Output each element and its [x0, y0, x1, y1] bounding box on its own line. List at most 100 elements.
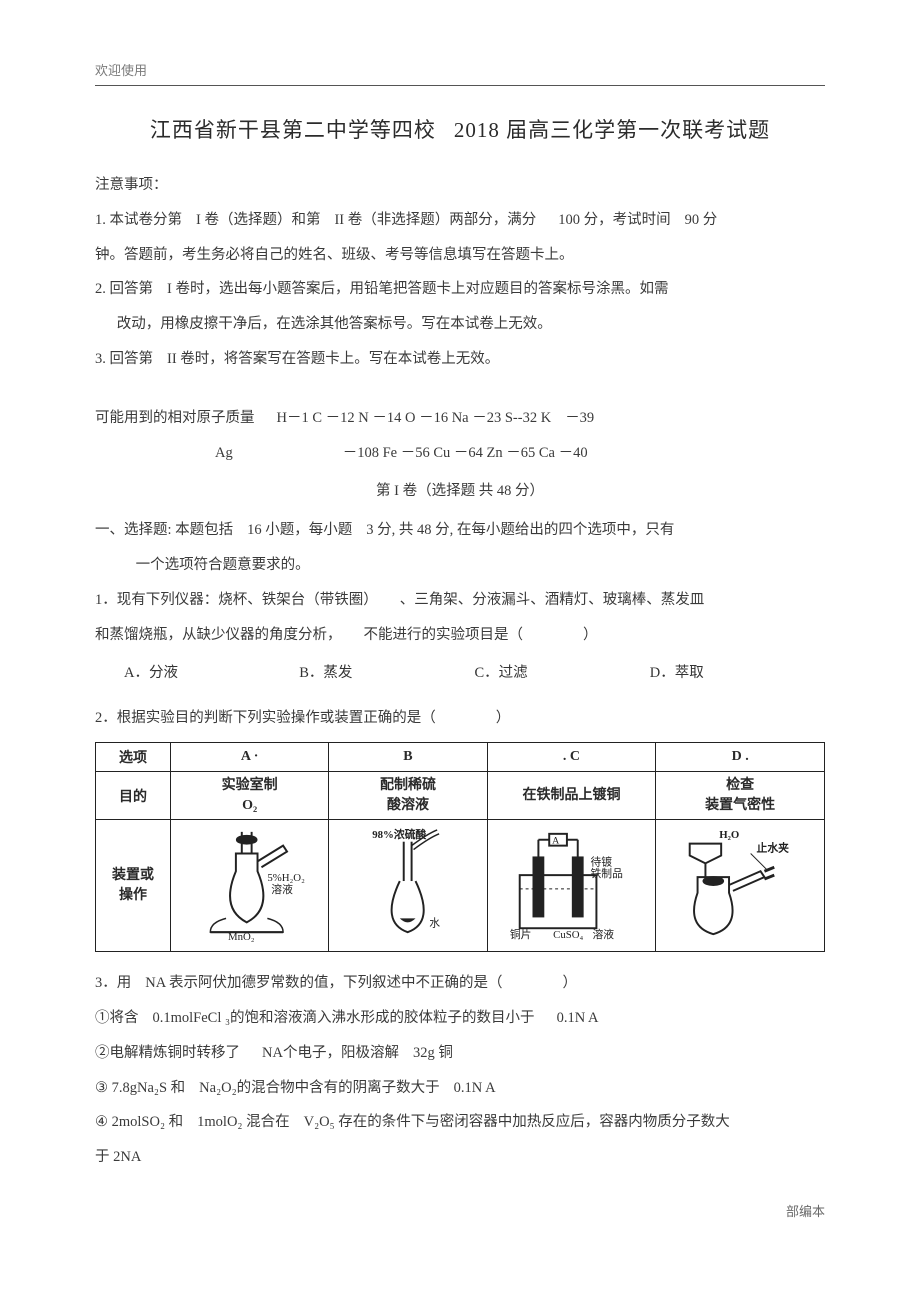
t: 100 分，考试时间 [558, 212, 670, 228]
t: H－1 C －12 N －14 O －16 Na －23 S--32 K [277, 410, 552, 426]
t: 可能用到的相对原子质量 [95, 410, 255, 426]
flask-distillation-icon: 5%H₂O₂ 溶液 MnO₂ [177, 824, 322, 942]
cell-purpose-c: 在铁制品上镀铜 [487, 771, 656, 819]
notice-1b: 钟。答题前，考生务必将自己的姓名、班级、考号等信息填写在答题卡上。 [95, 238, 825, 273]
q2-stem: 2．根据实验目的判断下列实验操作或装置正确的是（ ） [95, 701, 825, 736]
t: 装置或 [112, 868, 154, 883]
t: 装置气密性 [705, 798, 775, 813]
t: 铁制品 [590, 867, 622, 880]
t: NA个电子，阳极溶解 [262, 1045, 399, 1061]
cell-col-a: A · [171, 742, 329, 771]
atomic-mass-2: Ag －108 Fe －56 Cu －64 Zn －65 Ca －40 [95, 436, 825, 471]
t: 90 分 [685, 212, 718, 228]
t: 0.1N A [557, 1010, 599, 1026]
t: O₂ [242, 798, 257, 813]
t: －108 Fe －56 Cu －64 Zn －65 Ca －40 [343, 445, 588, 461]
t: CuSO₄ [553, 929, 583, 941]
t: II 卷时，将答案写在答题卡上。写在本试卷上无效。 [167, 351, 499, 367]
t: －39 [565, 410, 594, 426]
t: Na₂O₂的混合物中含有的阴离子数大于 [199, 1080, 440, 1096]
airtightness-check-icon: H₂O 止水夹 [662, 824, 818, 942]
q1-options: A．分液 B．蒸发 C．过滤 D．萃取 [95, 656, 825, 691]
t: 止水夹 [757, 841, 790, 855]
t: ） [563, 975, 578, 991]
notice-3: 3. 回答第 II 卷时，将答案写在答题卡上。写在本试卷上无效。 [95, 342, 825, 377]
notice-2b: 改动，用橡皮擦干净后，在选涂其他答案标号。写在本试卷上无效。 [95, 307, 825, 342]
footer-label: 部编本 [95, 1201, 825, 1220]
t: 配制稀硫 [380, 778, 436, 793]
q3-item4b: 于 2NA [95, 1140, 825, 1175]
cell-col-b: B [329, 742, 487, 771]
cell-col-d: D . [656, 742, 825, 771]
t: 3．用 [95, 975, 131, 991]
t: Ag [215, 445, 233, 461]
cell-purpose-label: 目的 [96, 771, 171, 819]
atomic-mass-1: 可能用到的相对原子质量 H－1 C －12 N －14 O －16 Na －23 … [95, 401, 825, 436]
t: A [241, 749, 250, 764]
t: 1molO₂ 混合在 [197, 1114, 289, 1130]
t: 、三角架、分液漏斗、酒精灯、玻璃棒、蒸发皿 [400, 592, 705, 608]
q1-opt-a: A．分液 [95, 656, 299, 691]
t: 2．根据实验目的判断下列实验操作或装置正确的是（ [95, 710, 436, 726]
t: 水 [430, 916, 441, 929]
choice-intro: 一、选择题: 本题包括16 小题，每小题3 分, 共 48 分, 在每小题给出的… [95, 513, 825, 548]
q1-opt-d: D．萃取 [650, 656, 825, 691]
t: 铜片 [510, 928, 532, 941]
t: ） [583, 627, 598, 643]
t: NA 表示阿伏加德罗常数的值，下列叙述中不正确的是（ [145, 975, 502, 991]
t: 检查 [726, 778, 754, 793]
section-1-label: 第 I 卷（选择题 共 48 分） [95, 474, 825, 509]
volumetric-flask-icon: 98%浓硫酸 水 [335, 824, 480, 942]
cell-col-c: . C [487, 742, 656, 771]
q3-item4: ④ 2molSO₂ 和1molO₂ 混合在V₂O₅ 存在的条件下与密闭容器中加热… [95, 1105, 825, 1140]
t: ①将含 [95, 1010, 139, 1026]
t: ） [496, 710, 511, 726]
q3-item3: ③ 7.8gNa₂S 和 Na₂O₂的混合物中含有的阴离子数大于 0.1N A [95, 1071, 825, 1106]
t: 0.1N A [454, 1080, 496, 1096]
cell-opt-label: 选项 [96, 742, 171, 771]
t: 不能进行的实验项目是（ [364, 627, 524, 643]
experiment-table: 选项 A · B . C D . 目的 实验室制 O₂ 配制稀硫酸溶液 在铁制品上… [95, 742, 825, 952]
diagram-a: 5%H₂O₂ 溶液 MnO₂ [171, 820, 329, 952]
t: II 卷（非选择题）两部分，满分 [334, 212, 536, 228]
t: MnO₂ [228, 931, 255, 942]
t: 16 小题，每小题 [247, 522, 352, 538]
t: 1. 本试卷分第 [95, 212, 182, 228]
title-left: 江西省新干县第二中学等四校 [150, 118, 436, 142]
header-rule [95, 85, 825, 86]
t: ③ 7.8gNa₂S 和 [95, 1080, 185, 1096]
q3-item2: ②电解精炼铜时转移了NA个电子，阳极溶解32g 铜 [95, 1036, 825, 1071]
t: 实验室制 [222, 778, 278, 793]
t: 在铁制品上镀铜 [522, 788, 620, 803]
q1-opt-b: B．蒸发 [299, 656, 474, 691]
t: C [570, 749, 580, 764]
svg-text:A: A [552, 836, 560, 847]
notice-label: 注意事项： [95, 168, 825, 203]
t: 一、选择题: 本题包括 [95, 522, 233, 538]
t: 5%H₂O₂ [267, 872, 305, 884]
q3-stem: 3．用 NA 表示阿伏加德罗常数的值，下列叙述中不正确的是（ ） [95, 966, 825, 1001]
t: 和蒸馏烧瓶，从缺少仪器的角度分析， [95, 627, 342, 643]
t: D [732, 749, 742, 764]
t: 溶液 [271, 882, 293, 896]
t: 酸溶液 [387, 798, 429, 813]
title-right: 2018 届高三化学第一次联考试题 [454, 118, 770, 142]
cell-purpose-d: 检查装置气密性 [656, 771, 825, 819]
t: 3. 回答第 [95, 351, 153, 367]
q1-line2: 和蒸馏烧瓶，从缺少仪器的角度分析， 不能进行的实验项目是（ ） [95, 618, 825, 653]
page-root: 欢迎使用 江西省新干县第二中学等四校 2018 届高三化学第一次联考试题 注意事项… [0, 0, 920, 1260]
header-note: 欢迎使用 [95, 60, 825, 79]
diagram-b: 98%浓硫酸 水 [329, 820, 487, 952]
t: 待镀 [590, 854, 612, 868]
choice-intro-2: 一个选项符合题意要求的。 [95, 548, 825, 583]
t: I 卷时，选出每小题答案后，用铅笔把答题卡上对应题目的答案标号涂黑。如需 [167, 281, 668, 297]
q3-item1: ①将含 0.1molFeCl ₃的饱和溶液滴入沸水形成的胶体粒子的数目小于 0.1N… [95, 1001, 825, 1036]
t: ④ 2molSO₂ 和 [95, 1114, 183, 1130]
t: 1．现有下列仪器：烧杯、铁架台（带铁圈） [95, 592, 378, 608]
t: 0.1molFeCl ₃的饱和溶液滴入沸水形成的胶体粒子的数目小于 [153, 1010, 535, 1026]
t: ②电解精炼铜时转移了 [95, 1045, 240, 1061]
table-row: 目的 实验室制 O₂ 配制稀硫酸溶液 在铁制品上镀铜 检查装置气密性 [96, 771, 825, 819]
t: H₂O [719, 829, 739, 841]
electroplating-icon: A 待镀 铁制品 铜片 CuSO₄ 溶液 [494, 824, 650, 942]
cell-apparatus-label: 装置或操作 [96, 820, 171, 952]
